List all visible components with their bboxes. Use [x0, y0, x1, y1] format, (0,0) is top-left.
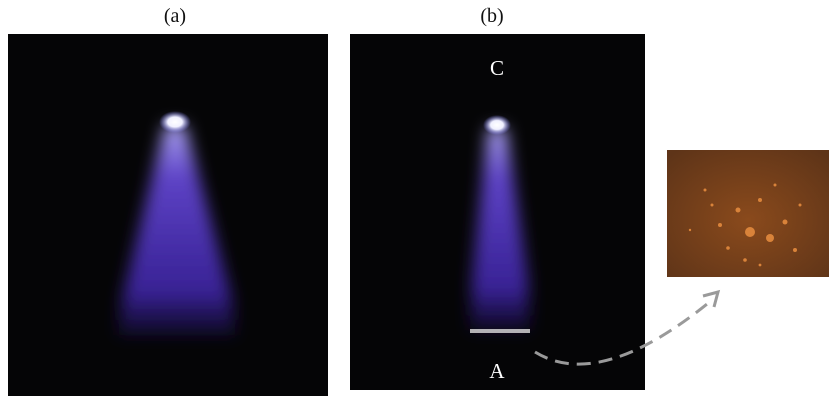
- body: (a) (b) C A (() => { const data = JSON.p…: [0, 0, 829, 396]
- cathode-spot: [159, 111, 191, 133]
- figure: (a) (b) C A: [0, 0, 829, 396]
- electrode-label: C: [490, 56, 504, 80]
- cathode-spot: [483, 115, 511, 135]
- inset-photo: [667, 150, 829, 277]
- anode-deposit: [470, 329, 530, 333]
- electrode-label: A: [489, 359, 505, 383]
- panel-label: (a): [164, 5, 186, 27]
- panel-label: (b): [480, 5, 503, 27]
- page: {"panels": [{"label": "(a)"}, {"label": …: [0, 0, 829, 396]
